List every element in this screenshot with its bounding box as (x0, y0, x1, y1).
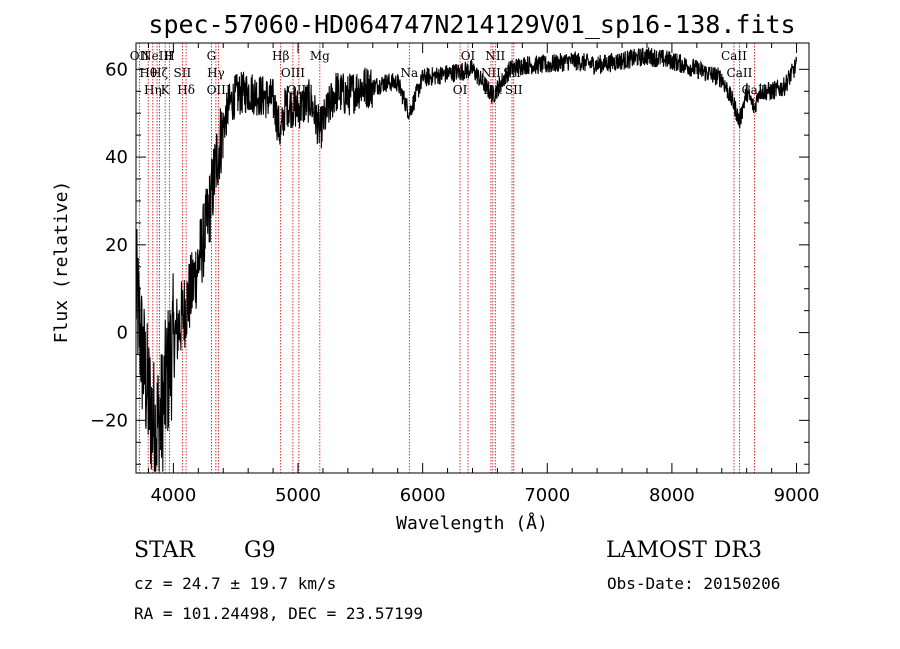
spectral-line-label: SII (174, 66, 192, 80)
spectral-line-label: OII (130, 49, 150, 63)
observation-date: Obs-Date: 20150206 (607, 574, 781, 593)
spectral-line-label: SII (505, 83, 523, 97)
spectral-line-label: H (164, 49, 174, 63)
y-tick-label: 60 (105, 59, 128, 80)
object-class: STAR (134, 538, 195, 563)
x-tick-label: 7000 (524, 485, 570, 506)
spectral-line-label: OI (453, 83, 468, 97)
x-tick-label: 4000 (150, 485, 196, 506)
spectral-line-label: Hδ (177, 83, 195, 97)
object-subclass: G9 (244, 538, 276, 563)
spectral-line-label: OI (461, 49, 476, 63)
spectrum-plot: spec-57060-HD064747N214129V01_sp16-138.f… (51, 10, 820, 534)
x-tick-label: 5000 (275, 485, 321, 506)
spectral-line-label: NeIII (141, 49, 173, 63)
spectral-line-label: NII (481, 66, 501, 80)
spectral-line-label: Hγ (207, 66, 225, 80)
plot-axes: 4000 5000 6000 7000 8000 9000 −20 0 20 40 60 (90, 42, 820, 506)
chart-title: spec-57060-HD064747N214129V01_sp16-138.f… (148, 10, 795, 39)
y-tick-label: −20 (90, 410, 128, 431)
spectral-line-label: Mg (310, 49, 330, 63)
spectral-line-label: Hζ (151, 66, 168, 80)
spectral-line-label: Na (400, 66, 418, 80)
spectral-line-label: CaII (721, 49, 747, 63)
y-tick-label: 0 (117, 323, 128, 344)
spectrum-line (135, 47, 798, 472)
plot-frame (135, 42, 810, 474)
sky-coordinates: RA = 101.24498, DEC = 23.57199 (134, 604, 423, 623)
redshift-cz: cz = 24.7 ± 19.7 km/s (134, 574, 337, 593)
x-axis-label: Wavelength (Å) (396, 512, 548, 534)
survey-name: LAMOST DR3 (606, 538, 762, 563)
x-tick-label: 6000 (400, 485, 446, 506)
spectral-line-label: Hη (144, 83, 162, 97)
spectral-line-label: OIII (281, 66, 305, 80)
y-axis-label: Flux (relative) (51, 181, 72, 344)
spectral-line-label: OIII (207, 83, 231, 97)
spectral-line-label: K (161, 83, 171, 97)
spectral-line-label: Hβ (272, 49, 289, 63)
spectral-line-label: G (207, 49, 217, 63)
x-tick-label: 9000 (774, 485, 820, 506)
x-tick-label: 8000 (649, 485, 695, 506)
y-tick-label: 40 (105, 147, 128, 168)
y-tick-label: 20 (105, 235, 128, 256)
spectral-line-label: CaII (727, 66, 753, 80)
spectral-line-label: NII (485, 49, 505, 63)
